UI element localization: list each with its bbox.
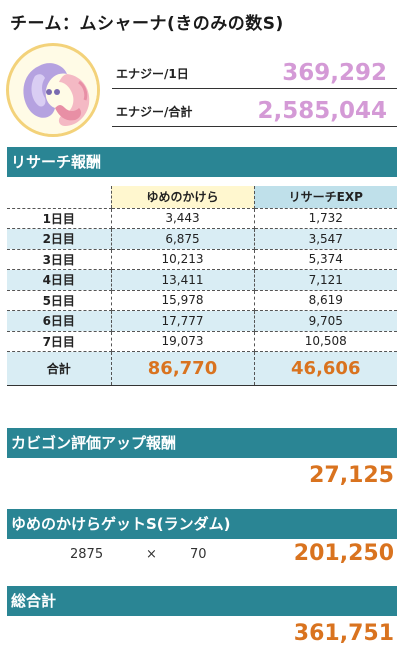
grand-total-header: 総合計 [7, 586, 397, 616]
snorlax-reward-value: 27,125 [309, 463, 394, 488]
shards-value: 6,875 [111, 228, 255, 250]
pokemon-avatar [6, 43, 100, 137]
header-dream-shards: ゆめのかけら [110, 186, 255, 209]
exp-value: 10,508 [254, 331, 397, 352]
table-row: 2日目 6,875 3,547 [7, 228, 397, 250]
snorlax-reward-header: カビゴン評価アップ報酬 [7, 428, 397, 458]
energy-per-day-label: エナジー/1日 [116, 67, 189, 81]
total-label: 合計 [7, 351, 112, 386]
exp-value: 8,619 [254, 290, 397, 311]
day-label: 1日目 [7, 208, 112, 229]
header-blank [7, 186, 111, 209]
dream-shard-get-header: ゆめのかけらゲットS(ランダム) [7, 509, 397, 539]
table-row: 7日目 19,073 10,508 [7, 331, 397, 352]
table-row: 1日目 3,443 1,732 [7, 208, 397, 229]
calc-operand-1: 2875 [70, 547, 104, 562]
calc-operand-2: 70 [190, 547, 207, 562]
energy-per-day-value: 369,292 [282, 60, 387, 86]
day-label: 2日目 [7, 228, 112, 250]
exp-value: 9,705 [254, 310, 397, 332]
total-exp-value: 46,606 [254, 351, 397, 386]
shards-value: 3,443 [111, 208, 255, 229]
research-reward-header: リサーチ報酬 [7, 147, 397, 177]
energy-per-day-row: エナジー/1日 369,292 [112, 51, 397, 89]
energy-total-row: エナジー/合計 2,585,044 [112, 89, 397, 127]
exp-value: 5,374 [254, 249, 397, 270]
day-label: 4日目 [7, 269, 112, 291]
table-row: 6日目 17,777 9,705 [7, 310, 397, 332]
grand-total-value: 361,751 [293, 621, 394, 646]
energy-total-value: 2,585,044 [257, 98, 388, 124]
header-research-exp: リサーチEXP [254, 186, 397, 209]
exp-value: 7,121 [254, 269, 397, 291]
multiply-icon: × [146, 547, 157, 562]
exp-value: 1,732 [254, 208, 397, 229]
shards-value: 13,411 [111, 269, 255, 291]
table-row: 5日目 15,978 8,619 [7, 290, 397, 311]
shards-value: 19,073 [111, 331, 255, 352]
shards-value: 15,978 [111, 290, 255, 311]
table-header-row: ゆめのかけら リサーチEXP [7, 186, 397, 209]
research-reward-table: ゆめのかけら リサーチEXP 1日目 3,443 1,732 2日目 6,875… [7, 186, 397, 386]
energy-total-label: エナジー/合計 [116, 105, 193, 119]
table-row: 3日目 10,213 5,374 [7, 249, 397, 270]
total-shards-value: 86,770 [111, 351, 255, 386]
day-label: 5日目 [7, 290, 112, 311]
table-total-row: 合計 86,770 46,606 [7, 351, 397, 386]
day-label: 3日目 [7, 249, 112, 270]
exp-value: 3,547 [254, 228, 397, 250]
dream-shard-get-value: 201,250 [293, 541, 394, 566]
page-title: チーム：ムシャーナ(きのみの数S) [10, 14, 284, 34]
shards-value: 17,777 [111, 310, 255, 332]
shards-value: 10,213 [111, 249, 255, 270]
table-row: 4日目 13,411 7,121 [7, 269, 397, 291]
day-label: 7日目 [7, 331, 112, 352]
day-label: 6日目 [7, 310, 112, 332]
